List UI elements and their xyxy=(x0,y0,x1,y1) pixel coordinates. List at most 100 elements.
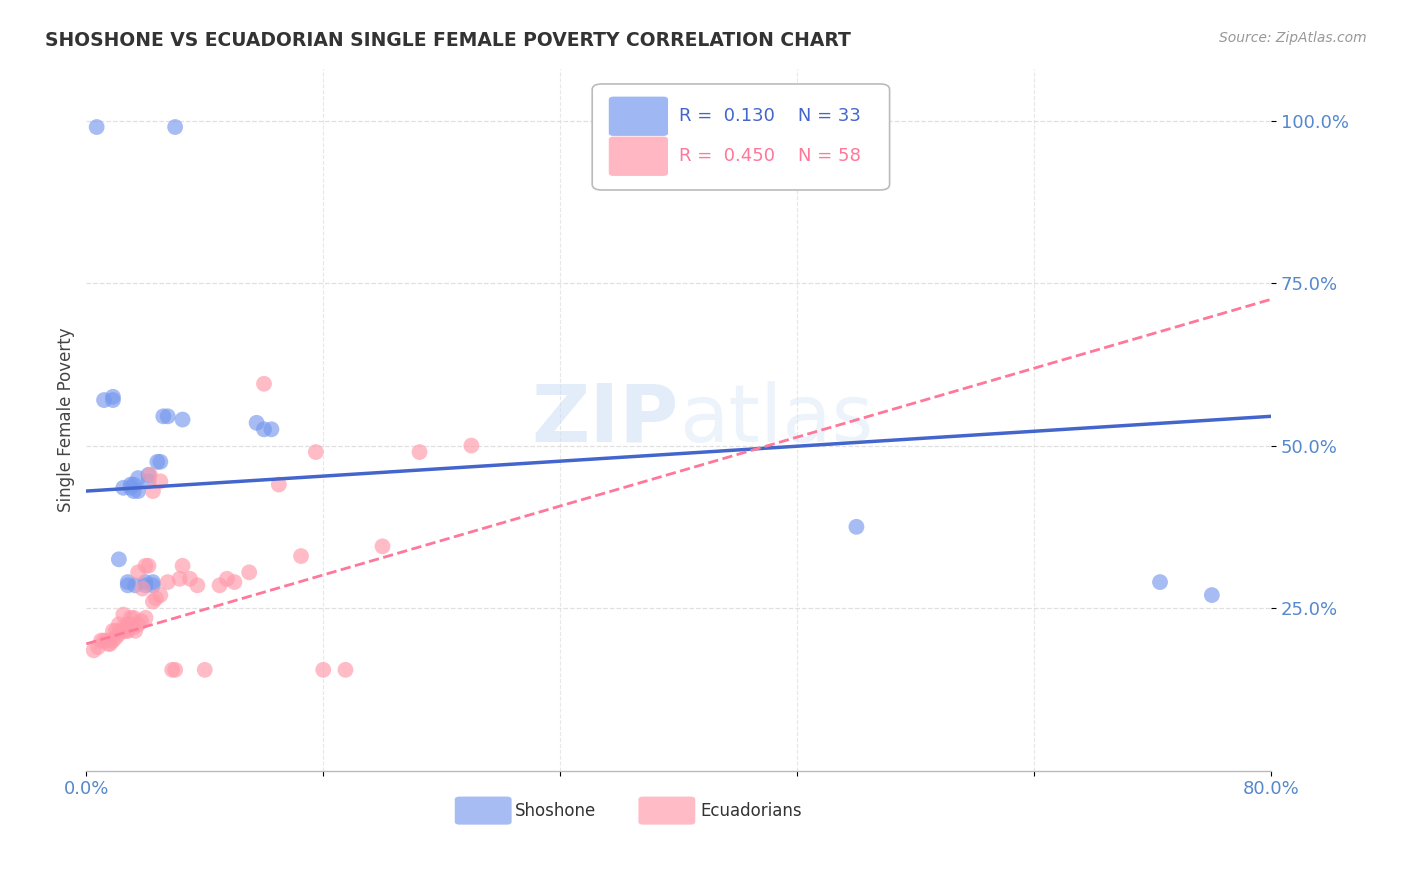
Point xyxy=(90,633,112,648)
Text: Ecuadorians: Ecuadorians xyxy=(700,802,801,820)
Point xyxy=(408,445,430,459)
Point xyxy=(108,617,131,632)
Point xyxy=(112,481,135,495)
Point xyxy=(117,578,139,592)
Point xyxy=(172,558,194,573)
Point xyxy=(267,477,290,491)
Point xyxy=(108,627,131,641)
Point xyxy=(104,630,127,644)
Point xyxy=(120,611,142,625)
Point xyxy=(845,520,868,534)
Point xyxy=(165,120,187,134)
Point xyxy=(135,575,157,590)
FancyBboxPatch shape xyxy=(638,797,696,824)
FancyBboxPatch shape xyxy=(592,84,890,190)
FancyBboxPatch shape xyxy=(609,96,668,136)
Point xyxy=(139,467,162,482)
Point xyxy=(122,484,145,499)
Point xyxy=(246,416,269,430)
Point xyxy=(160,663,183,677)
Point xyxy=(253,376,276,391)
Point xyxy=(149,588,172,602)
Point xyxy=(117,624,139,638)
Point xyxy=(122,477,145,491)
Point xyxy=(290,549,312,563)
Text: atlas: atlas xyxy=(679,381,873,458)
Point xyxy=(165,663,187,677)
Point xyxy=(172,412,194,426)
Point xyxy=(93,633,115,648)
Point xyxy=(186,578,208,592)
Point xyxy=(146,455,169,469)
Point xyxy=(305,445,328,459)
Point xyxy=(112,607,135,622)
Point xyxy=(120,481,142,495)
Point xyxy=(120,617,142,632)
Text: R =  0.130    N = 33: R = 0.130 N = 33 xyxy=(679,107,860,125)
Point xyxy=(131,582,153,596)
Point xyxy=(142,594,165,608)
Point xyxy=(142,484,165,499)
Point xyxy=(122,611,145,625)
Point xyxy=(108,552,131,566)
Point xyxy=(142,575,165,590)
Point xyxy=(238,566,260,580)
Point xyxy=(86,120,108,134)
Point xyxy=(98,637,121,651)
Point xyxy=(260,422,283,436)
Point xyxy=(142,578,165,592)
Point xyxy=(117,617,139,632)
Point xyxy=(169,572,191,586)
Point xyxy=(135,611,157,625)
Point xyxy=(208,578,231,592)
Point xyxy=(101,392,124,407)
Text: SHOSHONE VS ECUADORIAN SINGLE FEMALE POVERTY CORRELATION CHART: SHOSHONE VS ECUADORIAN SINGLE FEMALE POV… xyxy=(45,31,851,50)
Point xyxy=(101,390,124,404)
Point xyxy=(194,663,217,677)
Point xyxy=(124,578,146,592)
Point xyxy=(253,422,276,436)
Point xyxy=(122,621,145,635)
Point xyxy=(101,624,124,638)
Point xyxy=(145,591,167,606)
Point xyxy=(87,640,110,654)
Point xyxy=(112,621,135,635)
Point xyxy=(93,392,115,407)
Point xyxy=(112,624,135,638)
Point xyxy=(156,409,179,424)
Text: Shoshone: Shoshone xyxy=(515,802,596,820)
Point xyxy=(138,467,160,482)
Text: ZIP: ZIP xyxy=(531,381,679,458)
Point xyxy=(127,617,149,632)
Point xyxy=(135,578,157,592)
Point xyxy=(127,471,149,485)
Point xyxy=(138,475,160,489)
Point xyxy=(215,572,238,586)
Point xyxy=(104,624,127,638)
Point xyxy=(1201,588,1223,602)
Point xyxy=(1149,575,1171,590)
Point xyxy=(129,614,152,628)
Point xyxy=(83,643,105,657)
Point xyxy=(138,558,160,573)
Point xyxy=(117,575,139,590)
FancyBboxPatch shape xyxy=(454,797,512,824)
Point xyxy=(101,633,124,648)
Point xyxy=(224,575,246,590)
Text: Source: ZipAtlas.com: Source: ZipAtlas.com xyxy=(1219,31,1367,45)
Point xyxy=(120,477,142,491)
Point xyxy=(149,475,172,489)
Y-axis label: Single Female Poverty: Single Female Poverty xyxy=(58,327,75,512)
Point xyxy=(149,455,172,469)
Point xyxy=(127,484,149,499)
Point xyxy=(152,409,174,424)
Point xyxy=(312,663,335,677)
Point xyxy=(371,539,394,553)
Point xyxy=(115,624,138,638)
Point xyxy=(124,624,146,638)
Point xyxy=(179,572,201,586)
Text: R =  0.450    N = 58: R = 0.450 N = 58 xyxy=(679,147,860,165)
Point xyxy=(335,663,357,677)
Point xyxy=(96,633,118,648)
Point xyxy=(135,558,157,573)
